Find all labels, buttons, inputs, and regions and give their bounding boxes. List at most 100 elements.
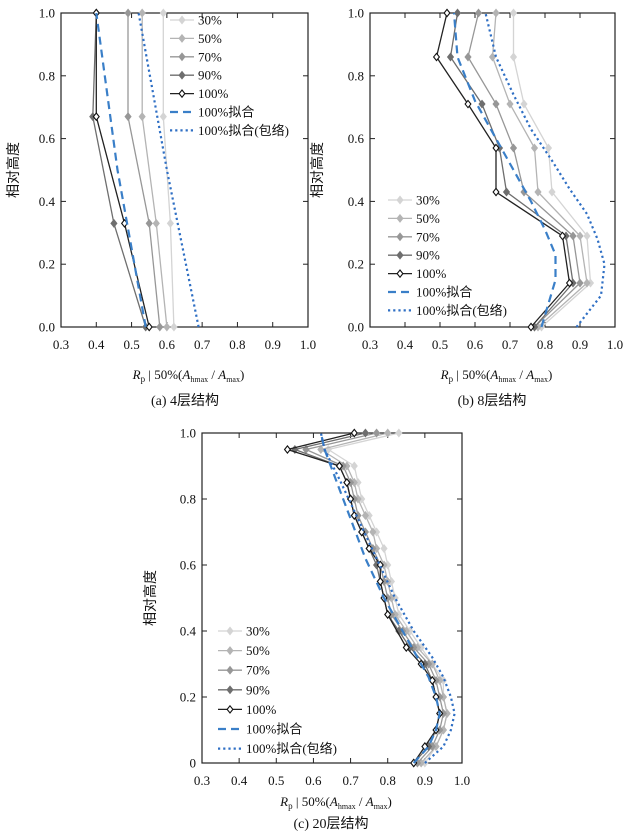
legend-label-1: 30%: [246, 624, 270, 639]
legend-label-4: 90%: [246, 682, 270, 697]
legend-label-4: 90%: [416, 248, 440, 263]
legend-label-3: 70%: [416, 229, 440, 244]
y-axis-label: 相对高度: [309, 142, 326, 198]
series-point-1: [544, 143, 553, 153]
legend-marker-2: [178, 33, 186, 43]
legend-marker-4: [396, 250, 404, 260]
plot-area: [89, 8, 200, 332]
series-point-5: [346, 494, 355, 504]
y-tick-label: 0.8: [348, 68, 364, 83]
legend-label-5: 100%: [246, 702, 277, 717]
series-point-2: [492, 8, 500, 18]
legend-marker-4: [226, 685, 234, 695]
legend: 30% 50% 70% 90% 100% 100%拟合 100%拟合(包络): [170, 13, 289, 138]
legend-marker-3: [396, 232, 404, 242]
series-point-5: [350, 511, 358, 520]
series-point-2: [361, 511, 370, 520]
series-point-1: [583, 231, 591, 241]
x-tick-label: 0.6: [305, 773, 322, 788]
series-point-2: [576, 231, 584, 241]
series-line-5: [95, 13, 150, 328]
x-axis-label: Rp | 50%(Ahmax / Amax): [132, 367, 245, 384]
legend-marker-5: [178, 89, 186, 99]
series-point-1: [166, 218, 174, 228]
series-point-5: [365, 544, 373, 553]
y-tick-label: 0.6: [39, 131, 56, 146]
legend-marker-4: [178, 70, 186, 80]
y-axis-label: 相对高度: [142, 570, 159, 626]
legend-label-5: 100%: [198, 86, 229, 101]
series-line-6: [319, 432, 441, 764]
series-point-2: [583, 278, 591, 288]
series-line-3: [467, 12, 581, 328]
x-tick-label: 0.9: [572, 337, 588, 352]
series-point-2: [506, 99, 514, 109]
legend-marker-3: [226, 665, 234, 675]
series-point-5: [565, 278, 574, 288]
series-point-1: [548, 187, 556, 197]
series-point-2: [152, 218, 160, 228]
x-tick-label: 0.7: [342, 773, 359, 788]
series-point-5: [402, 643, 410, 652]
x-tick-label: 0.5: [432, 337, 448, 352]
x-tick-label: 0.5: [123, 337, 139, 352]
legend: 30% 50% 70% 90% 100% 100%拟合 100%拟合(包络): [388, 193, 507, 318]
x-tick-label: 1.0: [300, 337, 316, 352]
series-line-6: [95, 12, 147, 328]
series-point-2: [488, 52, 497, 62]
legend-label-6: 100%拟合: [416, 285, 472, 300]
series-point-5: [492, 187, 500, 197]
legend-label-6: 100%拟合: [246, 722, 302, 737]
legend-marker-3: [178, 52, 186, 62]
series-point-3: [124, 112, 132, 122]
series-point-2: [534, 187, 542, 197]
series-line-5: [435, 12, 571, 328]
x-tick-label: 0.6: [159, 337, 176, 352]
series-point-1: [520, 99, 528, 109]
legend-label-1: 30%: [416, 193, 440, 208]
series-point-3: [145, 218, 153, 228]
panel-caption: (a) 4层结构: [151, 393, 219, 409]
x-tick-label: 0.8: [229, 337, 245, 352]
series-point-1: [159, 112, 167, 122]
series-line-4: [449, 12, 574, 328]
y-tick-label: 0.2: [180, 690, 196, 705]
y-tick-label: 1.0: [39, 6, 55, 21]
series-line-1: [512, 13, 592, 328]
series-line-1: [162, 13, 175, 328]
y-tick-label: 0.4: [348, 194, 365, 209]
legend-marker-2: [226, 646, 234, 656]
legend-label-7: 100%拟合(包络): [198, 123, 289, 138]
x-tick-label: 0.3: [362, 337, 378, 352]
y-tick-label: 0.0: [348, 320, 364, 335]
series-point-5: [283, 445, 292, 454]
y-tick-label: 0: [190, 756, 197, 771]
series-point-4: [361, 428, 370, 438]
legend-marker-5: [226, 704, 234, 714]
series-line-5: [286, 432, 441, 764]
series-line-4: [92, 12, 147, 328]
series-point-4: [110, 218, 118, 228]
series-point-3: [474, 8, 483, 18]
y-tick-label: 0.4: [39, 194, 56, 209]
series-point-5: [384, 610, 392, 619]
y-tick-label: 0.2: [348, 257, 364, 272]
plot-area: [283, 428, 456, 768]
series-point-1: [159, 8, 167, 18]
y-tick-label: 0.8: [39, 68, 55, 83]
x-tick-label: 0.7: [502, 337, 519, 352]
series-point-5: [376, 577, 384, 586]
series-point-2: [530, 143, 539, 153]
series-point-1: [380, 544, 388, 553]
legend-label-7: 100%拟合(包络): [246, 741, 337, 756]
series-point-5: [343, 478, 351, 487]
series-point-5: [558, 231, 567, 241]
series-point-2: [384, 428, 392, 438]
legend: 30% 50% 70% 90% 100% 100%拟合 100%拟合(包络): [218, 624, 337, 756]
series-point-5: [443, 8, 451, 18]
series-point-2: [138, 112, 146, 122]
legend-label-3: 70%: [198, 49, 222, 64]
x-tick-label: 0.9: [265, 337, 281, 352]
x-tick-label: 0.8: [537, 337, 553, 352]
